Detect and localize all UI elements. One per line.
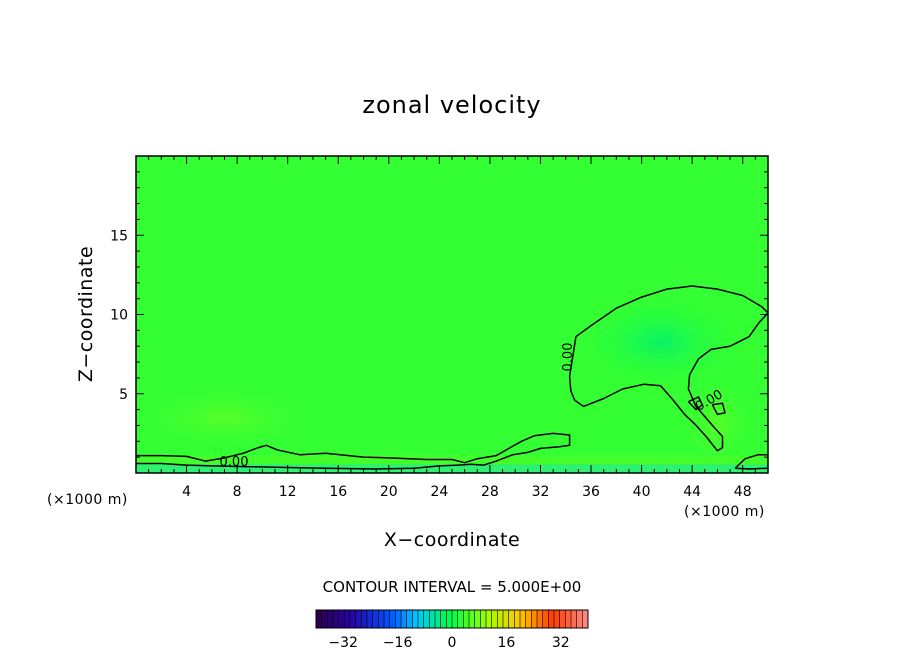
x-axis-label: X−coordinate bbox=[384, 529, 520, 551]
colorbar-segment bbox=[423, 610, 430, 628]
chart-title: zonal velocity bbox=[362, 91, 541, 119]
contour-interval-text: CONTOUR INTERVAL = 5.000E+00 bbox=[323, 578, 582, 596]
colorbar-segment bbox=[559, 610, 566, 628]
colorbar-tick-label: −16 bbox=[383, 635, 413, 651]
field-shading bbox=[136, 299, 768, 473]
colorbar-segment bbox=[406, 610, 413, 628]
colorbar-segment bbox=[338, 610, 345, 628]
x-tick-label: 36 bbox=[582, 484, 600, 500]
colorbar-segment bbox=[508, 610, 515, 628]
colorbar-segment bbox=[503, 610, 509, 628]
z-unit-label: (×1000 m) bbox=[47, 492, 128, 508]
contour-label: 0.00 bbox=[561, 343, 576, 372]
colorbar-segment bbox=[542, 610, 549, 628]
colorbar-segment bbox=[384, 610, 390, 628]
colorbar-segment bbox=[418, 610, 424, 628]
colorbar-segment bbox=[565, 610, 572, 628]
contour-small-loop-2 bbox=[711, 402, 726, 416]
positive-patch-shading bbox=[136, 387, 315, 448]
x-tick-label: 44 bbox=[683, 484, 701, 500]
plot-area bbox=[136, 156, 768, 473]
colorbar-segment bbox=[316, 610, 322, 628]
x-tick-label: 32 bbox=[532, 484, 550, 500]
contour-label: 0.00 bbox=[220, 455, 249, 470]
colorbar-segment bbox=[576, 610, 583, 628]
colorbar-segment bbox=[525, 610, 532, 628]
z-tick-label: 10 bbox=[110, 308, 128, 324]
colorbar-segment bbox=[372, 610, 379, 628]
colorbar-segment bbox=[520, 610, 526, 628]
x-tick-label: 48 bbox=[734, 484, 752, 500]
z-tick-label: 15 bbox=[110, 228, 128, 244]
colorbar-segment bbox=[378, 610, 385, 628]
colorbar-tick-label: −32 bbox=[328, 635, 358, 651]
colorbar-segment bbox=[440, 610, 447, 628]
axis-ticks bbox=[136, 156, 768, 473]
colorbar-segment bbox=[395, 610, 402, 628]
colorbar-segment bbox=[537, 610, 543, 628]
colorbar-segment bbox=[401, 610, 407, 628]
colorbar-segment bbox=[548, 610, 555, 628]
x-tick-label: 16 bbox=[329, 484, 347, 500]
colorbar-ticks: −32 −16 0 16 32 bbox=[328, 635, 569, 651]
colorbar-segment bbox=[497, 610, 504, 628]
x-tick-label: 20 bbox=[380, 484, 398, 500]
x-unit-label: (×1000 m) bbox=[684, 504, 765, 520]
colorbar-segment bbox=[491, 610, 498, 628]
colorbar-tick-label: 0 bbox=[448, 635, 457, 651]
colorbar bbox=[315, 609, 589, 629]
colorbar-segment bbox=[367, 610, 373, 628]
colorbar-segment bbox=[350, 610, 356, 628]
z-tick-label: 5 bbox=[119, 387, 128, 403]
colorbar-segment bbox=[531, 610, 538, 628]
colorbar-segment bbox=[389, 610, 396, 628]
negative-cell-shading bbox=[585, 299, 736, 384]
colorbar-segment bbox=[582, 610, 589, 628]
x-tick-labels: 4 8 12 16 20 24 28 32 36 40 44 48 bbox=[182, 484, 752, 500]
colorbar-tick-label: 32 bbox=[552, 635, 570, 651]
colorbar-segment bbox=[571, 610, 577, 628]
x-tick-label: 24 bbox=[430, 484, 448, 500]
x-tick-label: 4 bbox=[182, 484, 191, 500]
colorbar-segment bbox=[327, 610, 334, 628]
contour-lines bbox=[136, 285, 768, 470]
surface-layer-shading bbox=[136, 464, 768, 473]
colorbar-segment bbox=[435, 610, 441, 628]
colorbar-segment bbox=[361, 610, 368, 628]
contour-right-surface bbox=[734, 454, 768, 470]
z-tick-labels: 5 10 15 bbox=[110, 228, 128, 403]
colorbar-segment bbox=[486, 610, 492, 628]
colorbar-segment bbox=[429, 610, 436, 628]
x-tick-label: 12 bbox=[279, 484, 297, 500]
contour-upper-cell bbox=[568, 285, 768, 452]
x-tick-label: 40 bbox=[633, 484, 651, 500]
colorbar-segment bbox=[412, 610, 419, 628]
colorbar-segment bbox=[514, 610, 521, 628]
colorbar-segment bbox=[452, 610, 458, 628]
colorbar-segment bbox=[446, 610, 453, 628]
colorbar-segment bbox=[333, 610, 339, 628]
colorbar-frame bbox=[315, 609, 589, 629]
x-tick-label: 28 bbox=[481, 484, 499, 500]
colorbar-segment bbox=[469, 610, 475, 628]
contour-small-loop-1 bbox=[687, 396, 704, 411]
z-axis-label: Z−coordinate bbox=[75, 246, 97, 382]
colorbar-segment bbox=[463, 610, 470, 628]
colorbar-tick-label: 16 bbox=[497, 635, 515, 651]
colorbar-segment bbox=[474, 610, 481, 628]
colorbar-segment bbox=[457, 610, 464, 628]
colorbar-segment bbox=[321, 610, 328, 628]
colorbar-segment bbox=[355, 610, 362, 628]
colorbar-segment bbox=[480, 610, 487, 628]
colorbar-segment bbox=[344, 610, 351, 628]
x-tick-label: 8 bbox=[233, 484, 242, 500]
contour-near-surface bbox=[136, 432, 571, 470]
colorbar-segment bbox=[554, 610, 560, 628]
